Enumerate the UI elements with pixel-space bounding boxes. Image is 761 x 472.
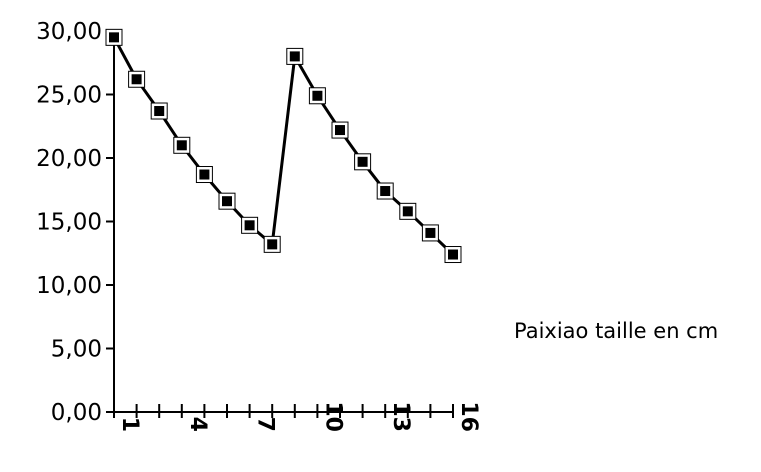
x-tick-label: 16: [456, 401, 481, 432]
y-tick-label: 0,00: [51, 400, 102, 426]
data-point-marker-fill: [244, 220, 255, 231]
data-point-marker-fill: [267, 239, 278, 250]
data-point-marker-fill: [335, 125, 345, 136]
y-tick-label: 30,00: [36, 19, 102, 45]
data-point-marker-fill: [289, 51, 300, 62]
data-point-marker-fill: [109, 32, 119, 43]
y-tick-label: 10,00: [36, 273, 102, 299]
x-tick-label: 1: [117, 417, 142, 432]
y-tick-label: 25,00: [36, 83, 102, 109]
y-axis-ticks: 0,00 5,00 10,00 15,00 20,00 25,00 30,00: [36, 19, 114, 426]
data-point-marker-fill: [357, 156, 368, 167]
data-point-marker-fill: [425, 227, 436, 238]
x-tick-label: 4: [185, 417, 210, 432]
x-axis-ticks: 1 4 7 10 13 16: [113, 401, 481, 432]
data-point-marker-fill: [176, 140, 187, 151]
x-tick-label: 7: [253, 417, 278, 432]
data-point-marker-fill: [380, 186, 391, 197]
y-tick-label: 15,00: [36, 210, 102, 236]
data-point-marker-fill: [312, 90, 323, 101]
data-point-marker-fill: [402, 206, 413, 217]
data-point-marker-fill: [222, 196, 232, 207]
y-tick-label: 5,00: [51, 337, 102, 363]
y-tick-label: 20,00: [36, 146, 102, 172]
data-point-marker-fill: [199, 169, 210, 180]
x-tick-label: 13: [388, 401, 413, 432]
data-point-marker-fill: [131, 74, 142, 85]
data-point-marker-fill: [448, 249, 458, 260]
data-point-marker-fill: [154, 106, 165, 117]
series-line: [112, 36, 455, 256]
series-markers: [105, 28, 462, 264]
x-tick-label: 10: [320, 401, 345, 432]
legend-series-label: Paixiao taille en cm: [514, 319, 718, 343]
